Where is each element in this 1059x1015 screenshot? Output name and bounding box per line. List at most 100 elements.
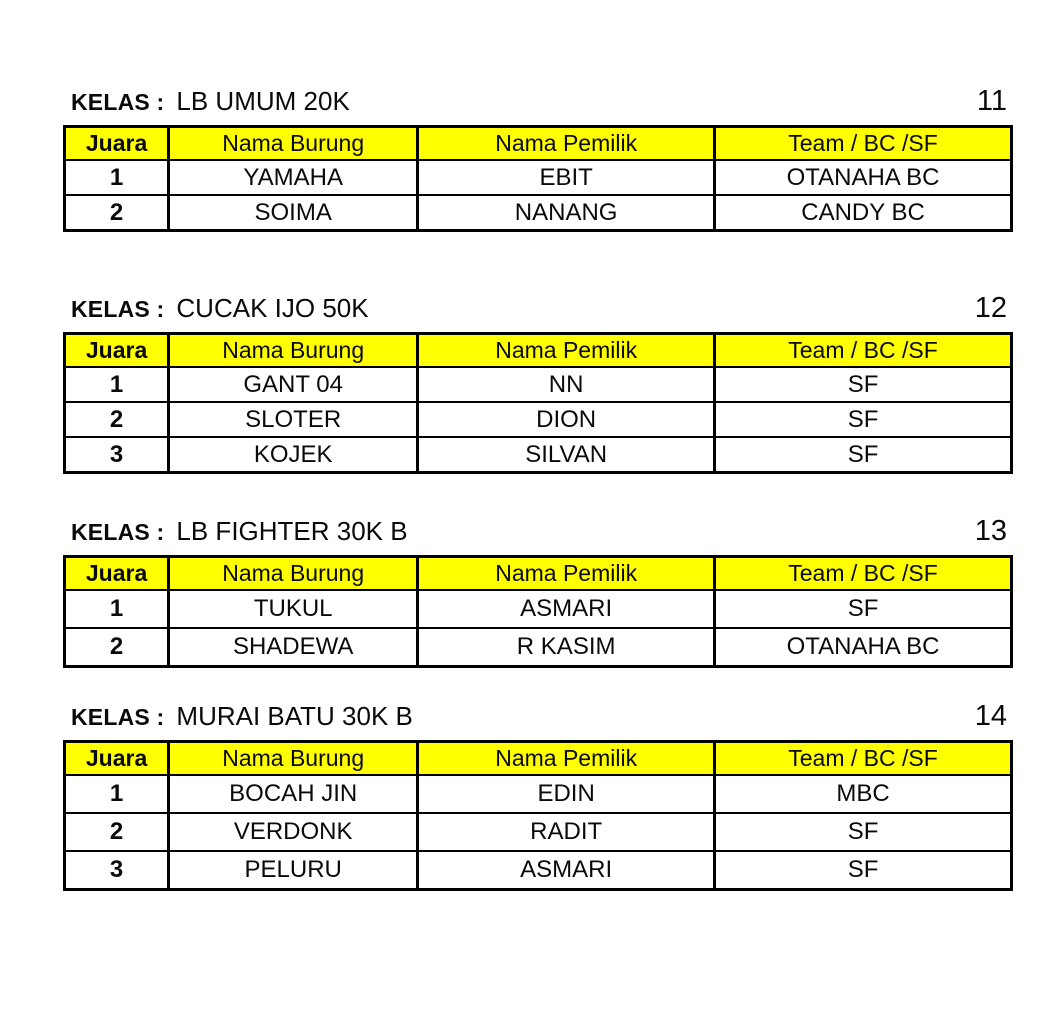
results-table: Juara Nama Burung Nama Pemilik Team / BC… [62, 555, 1013, 668]
cell-juara: 2 [62, 401, 171, 438]
cell-nama-burung: GANT 04 [167, 366, 420, 403]
col-header-nama-pemilik: Nama Pemilik [416, 555, 717, 591]
cell-nama-burung: KOJEK [167, 436, 420, 474]
kelas-title: KELAS : CUCAK IJO 50K 12 [71, 293, 1007, 324]
cell-nama-burung: SOIMA [167, 194, 420, 232]
col-header-team: Team / BC /SF [713, 740, 1013, 776]
kelas-label: KELAS : [71, 704, 165, 730]
page-number: 11 [976, 85, 1007, 117]
col-header-team: Team / BC /SF [713, 125, 1013, 161]
cell-nama-burung: TUKUL [167, 589, 420, 629]
page-number: 14 [974, 700, 1007, 732]
kelas-class-name: LB FIGHTER 30K B [176, 516, 408, 546]
header-row: Juara Nama Burung Nama Pemilik Team / BC… [62, 740, 1013, 776]
cell-team: SF [713, 401, 1013, 438]
cell-team: SF [713, 850, 1013, 891]
kelas-title-left: KELAS : MURAI BATU 30K B [71, 701, 413, 732]
cell-team: OTANAHA BC [713, 159, 1013, 196]
table-row: 2 SLOTER DION SF [62, 401, 1013, 438]
cell-nama-pemilik: NN [416, 366, 717, 403]
cell-nama-pemilik: SILVAN [416, 436, 717, 474]
kelas-label: KELAS : [71, 519, 165, 545]
kelas-section: KELAS : CUCAK IJO 50K 12 Juara Nama Buru… [62, 293, 1013, 474]
kelas-title-left: KELAS : CUCAK IJO 50K [71, 293, 369, 324]
results-table: Juara Nama Burung Nama Pemilik Team / BC… [62, 332, 1013, 474]
cell-juara: 1 [62, 366, 171, 403]
col-header-nama-burung: Nama Burung [167, 125, 420, 161]
sections-container: KELAS : LB UMUM 20K 11 Juara Nama Burung… [62, 86, 1013, 891]
kelas-title-left: KELAS : LB UMUM 20K [71, 86, 350, 117]
cell-nama-pemilik: EBIT [416, 159, 717, 196]
results-table: Juara Nama Burung Nama Pemilik Team / BC… [62, 125, 1013, 232]
cell-juara: 1 [62, 774, 171, 814]
page-number: 13 [974, 515, 1007, 547]
col-header-juara: Juara [62, 740, 171, 776]
kelas-title: KELAS : LB UMUM 20K 11 [71, 86, 1007, 117]
cell-team: SF [713, 436, 1013, 474]
col-header-juara: Juara [62, 555, 171, 591]
cell-juara: 1 [62, 159, 171, 196]
table-row: 1 BOCAH JIN EDIN MBC [62, 774, 1013, 814]
cell-juara: 2 [62, 812, 171, 852]
cell-nama-pemilik: DION [416, 401, 717, 438]
table-row: 3 PELURU ASMARI SF [62, 850, 1013, 891]
table-row: 1 GANT 04 NN SF [62, 366, 1013, 403]
table-row: 1 YAMAHA EBIT OTANAHA BC [62, 159, 1013, 196]
cell-nama-pemilik: R KASIM [416, 627, 717, 668]
col-header-nama-pemilik: Nama Pemilik [416, 125, 717, 161]
cell-team: OTANAHA BC [713, 627, 1013, 668]
table-row: 2 SOIMA NANANG CANDY BC [62, 194, 1013, 232]
col-header-nama-burung: Nama Burung [167, 740, 420, 776]
col-header-nama-pemilik: Nama Pemilik [416, 332, 717, 368]
cell-nama-pemilik: ASMARI [416, 589, 717, 629]
cell-nama-pemilik: EDIN [416, 774, 717, 814]
col-header-team: Team / BC /SF [713, 555, 1013, 591]
cell-nama-burung: PELURU [167, 850, 420, 891]
results-table: Juara Nama Burung Nama Pemilik Team / BC… [62, 740, 1013, 891]
cell-team: MBC [713, 774, 1013, 814]
col-header-nama-pemilik: Nama Pemilik [416, 740, 717, 776]
kelas-class-name: CUCAK IJO 50K [176, 293, 369, 323]
cell-juara: 3 [62, 436, 171, 474]
col-header-team: Team / BC /SF [713, 332, 1013, 368]
header-row: Juara Nama Burung Nama Pemilik Team / BC… [62, 125, 1013, 161]
cell-nama-burung: SLOTER [167, 401, 420, 438]
header-row: Juara Nama Burung Nama Pemilik Team / BC… [62, 332, 1013, 368]
cell-nama-pemilik: ASMARI [416, 850, 717, 891]
table-row: 2 VERDONK RADIT SF [62, 812, 1013, 852]
col-header-juara: Juara [62, 332, 171, 368]
page-number: 12 [974, 292, 1007, 324]
kelas-section: KELAS : MURAI BATU 30K B 14 Juara Nama B… [62, 701, 1013, 891]
cell-juara: 2 [62, 627, 171, 668]
cell-juara: 2 [62, 194, 171, 232]
cell-team: SF [713, 589, 1013, 629]
header-row: Juara Nama Burung Nama Pemilik Team / BC… [62, 555, 1013, 591]
cell-nama-burung: SHADEWA [167, 627, 420, 668]
kelas-class-name: MURAI BATU 30K B [176, 701, 413, 731]
kelas-label: KELAS : [71, 296, 165, 322]
col-header-nama-burung: Nama Burung [167, 555, 420, 591]
cell-nama-burung: VERDONK [167, 812, 420, 852]
cell-juara: 3 [62, 850, 171, 891]
cell-nama-burung: YAMAHA [167, 159, 420, 196]
kelas-section: KELAS : LB UMUM 20K 11 Juara Nama Burung… [62, 86, 1013, 232]
cell-team: SF [713, 812, 1013, 852]
cell-nama-pemilik: RADIT [416, 812, 717, 852]
cell-team: SF [713, 366, 1013, 403]
cell-juara: 1 [62, 589, 171, 629]
cell-team: CANDY BC [713, 194, 1013, 232]
kelas-title-left: KELAS : LB FIGHTER 30K B [71, 516, 408, 547]
table-row: 1 TUKUL ASMARI SF [62, 589, 1013, 629]
kelas-title: KELAS : LB FIGHTER 30K B 13 [71, 516, 1007, 547]
kelas-label: KELAS : [71, 89, 165, 115]
col-header-juara: Juara [62, 125, 171, 161]
col-header-nama-burung: Nama Burung [167, 332, 420, 368]
cell-nama-pemilik: NANANG [416, 194, 717, 232]
kelas-section: KELAS : LB FIGHTER 30K B 13 Juara Nama B… [62, 516, 1013, 668]
table-row: 3 KOJEK SILVAN SF [62, 436, 1013, 474]
cell-nama-burung: BOCAH JIN [167, 774, 420, 814]
table-row: 2 SHADEWA R KASIM OTANAHA BC [62, 627, 1013, 668]
kelas-class-name: LB UMUM 20K [176, 86, 350, 116]
results-page: KELAS : LB UMUM 20K 11 Juara Nama Burung… [0, 86, 1059, 1015]
kelas-title: KELAS : MURAI BATU 30K B 14 [71, 701, 1007, 732]
